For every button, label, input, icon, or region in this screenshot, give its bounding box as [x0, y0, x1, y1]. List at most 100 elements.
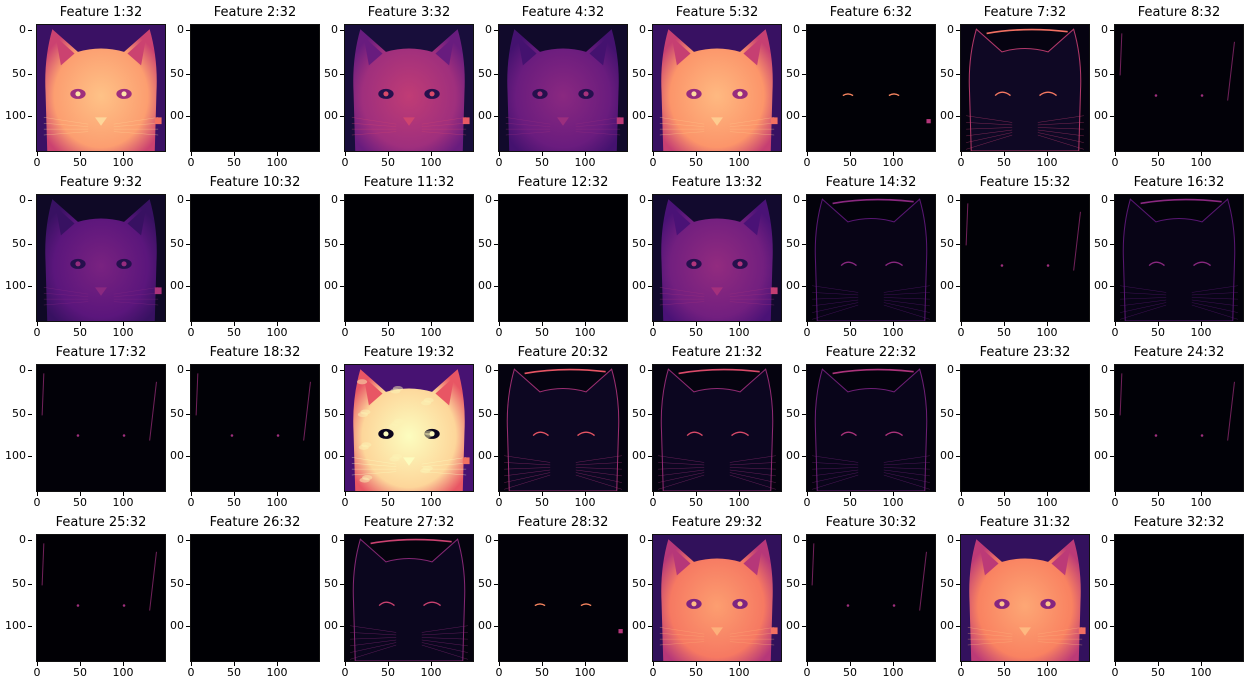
- x-tick-label: 100: [1032, 662, 1062, 679]
- x-tick-label: 0: [22, 152, 52, 169]
- y-tick-label: 0: [324, 364, 344, 376]
- feature-map-image: [190, 24, 320, 152]
- y-tick-label: 00: [940, 449, 960, 462]
- feature-map-svg: [499, 365, 627, 491]
- y-tick-label: 00: [632, 109, 652, 122]
- feature-title: Feature 13:32: [671, 175, 763, 190]
- y-tick-label: 50: [632, 67, 652, 80]
- x-tick-label: 50: [989, 492, 1019, 509]
- feature-map-image: [36, 24, 166, 152]
- x-tick-label: 100: [108, 662, 138, 679]
- y-tick-label: 50: [786, 577, 806, 590]
- x-tick-label: 0: [22, 662, 52, 679]
- y-tick-label: 100: [2, 110, 32, 122]
- feature-panel: Feature 21:32 0 50 00 0 50 100: [632, 344, 806, 514]
- feature-title: Feature 17:32: [55, 345, 147, 360]
- feature-map-image: [1114, 24, 1244, 152]
- y-tick-label: 0: [170, 24, 190, 36]
- feature-map-image: [806, 534, 936, 662]
- x-tick-label: 50: [219, 492, 249, 509]
- y-tick-label: 50: [1094, 577, 1114, 590]
- x-tick-label: 50: [681, 492, 711, 509]
- y-tick-label: 0: [1094, 194, 1114, 206]
- x-tick-label: 50: [1143, 662, 1173, 679]
- feature-map-image: [806, 194, 936, 322]
- feature-title: Feature 14:32: [825, 175, 917, 190]
- feature-map-image: [498, 194, 628, 322]
- feature-map-svg: [499, 25, 627, 151]
- y-tick-label: 00: [478, 619, 498, 632]
- feature-map-image: [652, 24, 782, 152]
- x-tick-label: 50: [219, 662, 249, 679]
- feature-panel: Feature 29:32 0 50 00 0 50 100: [632, 514, 806, 684]
- x-tick-label: 0: [946, 322, 976, 339]
- feature-map-svg: [191, 535, 319, 661]
- x-tick-label: 100: [570, 662, 600, 679]
- x-tick-label: 50: [373, 322, 403, 339]
- feature-panel: Feature 3:32 0 50 00 0 50 100: [324, 4, 498, 174]
- feature-title: Feature 21:32: [671, 345, 763, 360]
- x-tick-label: 50: [373, 492, 403, 509]
- feature-map-svg: [653, 195, 781, 321]
- feature-panel: Feature 19:32 0 50 00 0 50 100: [324, 344, 498, 514]
- x-tick-label: 50: [989, 322, 1019, 339]
- y-tick-label: 00: [940, 619, 960, 632]
- x-tick-label: 100: [570, 492, 600, 509]
- feature-panel: Feature 22:32 0 50 00 0 50 100: [786, 344, 960, 514]
- y-tick-label: 0: [478, 364, 498, 376]
- x-tick-label: 100: [570, 322, 600, 339]
- y-tick-label: 100: [2, 450, 32, 462]
- y-tick-label: 00: [324, 449, 344, 462]
- y-tick-label: 50: [170, 237, 190, 250]
- feature-map-image: [652, 364, 782, 492]
- feature-title: Feature 11:32: [363, 175, 455, 190]
- x-tick-label: 0: [330, 662, 360, 679]
- feature-title: Feature 1:32: [59, 5, 143, 20]
- feature-map-svg: [499, 195, 627, 321]
- feature-panel: Feature 14:32 0 50 00 0 50 100: [786, 174, 960, 344]
- x-tick-label: 50: [835, 492, 865, 509]
- y-tick-label: 0: [170, 364, 190, 376]
- x-tick-label: 0: [330, 492, 360, 509]
- y-tick-label: 0: [478, 194, 498, 206]
- y-tick-label: 0: [2, 194, 32, 206]
- feature-panel: Feature 16:32 0 50 00 0 50 100: [1094, 174, 1252, 344]
- x-tick-label: 100: [1186, 152, 1216, 169]
- y-tick-label: 0: [1094, 364, 1114, 376]
- y-tick-label: 0: [632, 364, 652, 376]
- y-tick-label: 50: [478, 407, 498, 420]
- feature-panel: Feature 2:32 0 50 00 0 50 100: [170, 4, 344, 174]
- feature-title: Feature 7:32: [983, 5, 1067, 20]
- feature-map-svg: [807, 195, 935, 321]
- feature-map-svg: [961, 25, 1089, 151]
- feature-map-svg: [1115, 25, 1243, 151]
- y-tick-label: 00: [786, 279, 806, 292]
- y-tick-label: 50: [1094, 407, 1114, 420]
- x-tick-label: 0: [176, 662, 206, 679]
- x-tick-label: 100: [878, 152, 908, 169]
- x-tick-label: 50: [835, 662, 865, 679]
- feature-map-svg: [1115, 195, 1243, 321]
- y-tick-label: 50: [478, 577, 498, 590]
- feature-map-image: [652, 194, 782, 322]
- x-tick-label: 100: [262, 152, 292, 169]
- feature-map-image: [806, 364, 936, 492]
- x-tick-label: 0: [22, 322, 52, 339]
- x-tick-label: 100: [878, 322, 908, 339]
- x-tick-label: 50: [527, 492, 557, 509]
- y-tick-label: 00: [1094, 109, 1114, 122]
- x-tick-label: 100: [108, 322, 138, 339]
- feature-map-image: [960, 534, 1090, 662]
- y-tick-label: 0: [324, 24, 344, 36]
- y-tick-label: 00: [786, 449, 806, 462]
- y-tick-label: 50: [478, 67, 498, 80]
- feature-map-image: [498, 534, 628, 662]
- feature-panel: Feature 8:32 0 50 00 0 50 100: [1094, 4, 1252, 174]
- y-tick-label: 50: [478, 237, 498, 250]
- feature-map-svg: [807, 365, 935, 491]
- x-tick-label: 50: [989, 662, 1019, 679]
- feature-title: Feature 8:32: [1137, 5, 1221, 20]
- feature-map-svg: [191, 365, 319, 491]
- feature-title: Feature 25:32: [55, 515, 147, 530]
- feature-title: Feature 23:32: [979, 345, 1071, 360]
